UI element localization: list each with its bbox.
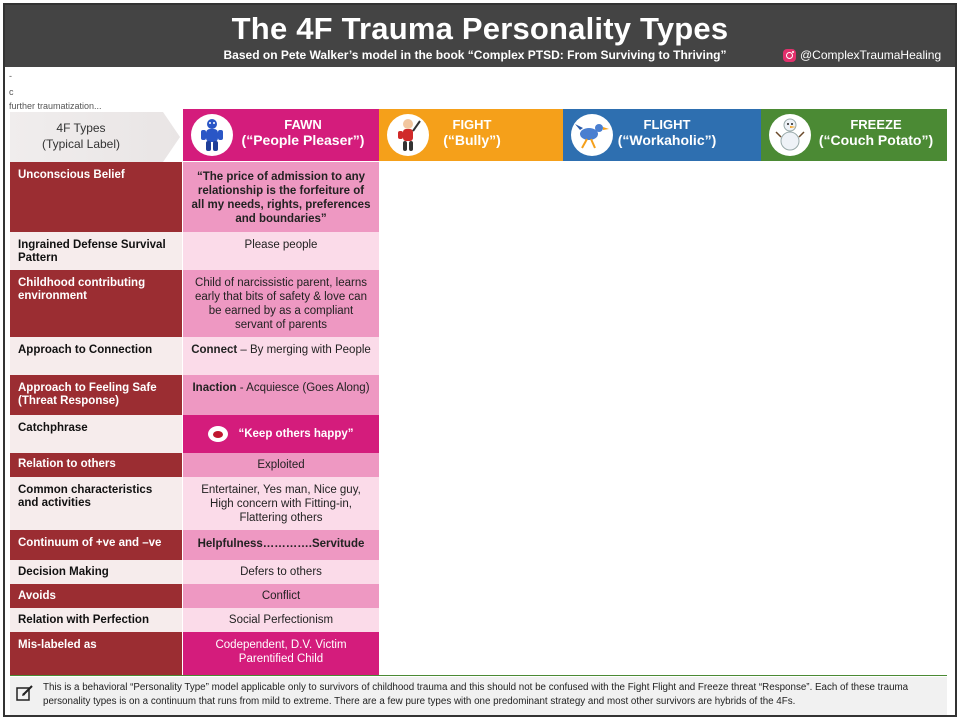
row-label-characteristics: Common characteristics and activities <box>10 477 182 530</box>
row-value-defense-pattern: Please people <box>183 232 379 270</box>
type-label-line2: (Typical Label) <box>41 137 121 151</box>
row-label-decision-making: Decision Making <box>10 560 182 584</box>
social-handle-text: @ComplexTraumaHealing <box>800 48 942 62</box>
row-label-catchphrase: Catchphrase <box>10 415 182 453</box>
row-label-approach-connection: Approach to Connection <box>10 337 182 375</box>
row-value-perfection: Social Perfectionism <box>183 608 379 632</box>
type-header-fawn: FAWN (“People Pleaser”) <box>183 109 379 161</box>
instagram-icon <box>783 48 796 62</box>
scrap-text-3: further traumatization... <box>9 101 102 111</box>
type-alias-freeze: (“Couch Potato”) <box>818 132 934 148</box>
row-value-unconscious-belief: “The price of admission to any relations… <box>183 162 379 232</box>
row-value-continuum: Helpfulness………….Servitude <box>183 530 379 560</box>
type-alias-fight: (“Bully”) <box>443 132 501 148</box>
row-value-mislabeled: Codependent, D.V. Victim Parentified Chi… <box>183 632 379 675</box>
footer-divider <box>10 675 947 676</box>
row-value-characteristics: Entertainer, Yes man, Nice guy, High con… <box>183 477 379 530</box>
scrap-text-2: c <box>9 87 14 97</box>
type-alias-flight: (“Workaholic”) <box>617 132 717 148</box>
row-value-approach-connection: Connect – By merging with People <box>183 337 379 375</box>
type-name-fawn: FAWN <box>284 117 322 132</box>
type-label-arrow: 4F Types (Typical Label) <box>10 112 180 162</box>
social-handle[interactable]: @ComplexTraumaHealing <box>783 48 941 62</box>
page-title: The 4F Trauma Personality Types <box>231 11 729 46</box>
infographic-frame: The 4F Trauma Personality Types Based on… <box>3 3 957 717</box>
row-value-decision-making: Defers to others <box>183 560 379 584</box>
empty-type-columns <box>379 162 947 674</box>
page-subtitle: Based on Pete Walker’s model in the book… <box>223 48 727 62</box>
footer-note: This is a behavioral “Personality Type” … <box>10 677 947 715</box>
row-label-unconscious-belief: Unconscious Belief <box>10 162 182 232</box>
approach-connection-keyword: Connect <box>191 344 238 356</box>
row-value-childhood-environment: Child of narcissistic parent, learns ear… <box>183 270 379 337</box>
type-name-freeze: FREEZE <box>850 117 902 132</box>
type-alias-fawn: (“People Pleaser”) <box>241 132 365 148</box>
dog-face-icon <box>208 426 229 442</box>
snowman-icon <box>769 114 811 156</box>
approach-safe-detail: - Acquiesce (Goes Along) <box>236 382 370 394</box>
type-name-flight: FLIGHT <box>643 117 691 132</box>
row-value-relation-others: Exploited <box>183 453 379 477</box>
row-label-avoids: Avoids <box>10 584 182 608</box>
row-value-approach-safe: Inaction - Acquiesce (Goes Along) <box>183 375 379 415</box>
runner-bird-icon <box>571 114 613 156</box>
approach-connection-detail: – By merging with People <box>237 344 371 356</box>
header-banner: The 4F Trauma Personality Types Based on… <box>5 5 955 67</box>
row-value-catchphrase: “Keep others happy” <box>183 415 379 453</box>
row-label-relation-others: Relation to others <box>10 453 182 477</box>
type-label-line1: 4F Types <box>56 121 106 135</box>
row-value-avoids: Conflict <box>183 584 379 608</box>
scrap-text-1: - <box>9 71 12 81</box>
edit-note-icon <box>16 685 33 701</box>
row-label-childhood-environment: Childhood contributing environment <box>10 270 182 337</box>
blue-figure-icon <box>191 114 233 156</box>
fighter-icon <box>387 114 429 156</box>
row-label-continuum: Continuum of +ve and –ve <box>10 530 182 560</box>
footer-text: This is a behavioral “Personality Type” … <box>43 682 909 707</box>
approach-safe-keyword: Inaction <box>192 382 237 394</box>
type-header-flight: FLIGHT (“Workaholic”) <box>563 109 761 161</box>
row-label-defense-pattern: Ingrained Defense Survival Pattern <box>10 232 182 270</box>
catchphrase-text: “Keep others happy” <box>238 428 354 440</box>
type-header-freeze: FREEZE (“Couch Potato”) <box>761 109 947 161</box>
row-label-mislabeled: Mis-labeled as <box>10 632 182 675</box>
type-header-fight: FIGHT (“Bully”) <box>379 109 563 161</box>
type-name-fight: FIGHT <box>452 117 492 132</box>
row-label-approach-safe: Approach to Feeling Safe (Threat Respons… <box>10 375 182 415</box>
row-label-perfection: Relation with Perfection <box>10 608 182 632</box>
